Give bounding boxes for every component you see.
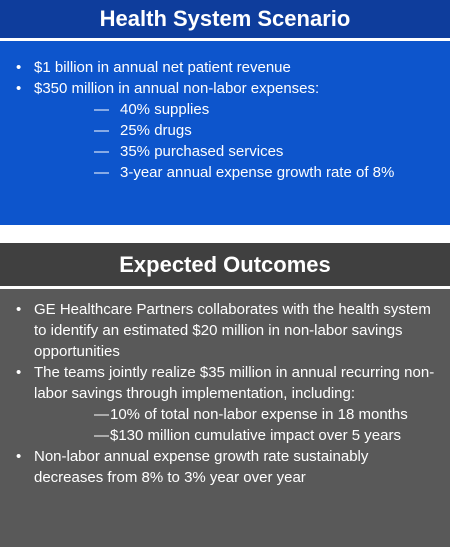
outcomes-header: Expected Outcomes [0, 243, 450, 286]
bullet-text: The teams jointly realize $35 million in… [34, 364, 435, 402]
outcomes-body: GE Healthcare Partners collaborates with… [0, 289, 450, 547]
bullet: $1 billion in annual net patient revenue [8, 57, 436, 78]
bullet-text: $350 million in annual non-labor expense… [34, 80, 320, 97]
sub-bullet: 35% purchased services [34, 141, 436, 162]
sub-bullet: 10% of total non-labor expense in 18 mon… [34, 404, 436, 425]
bullet: $350 million in annual non-labor expense… [8, 78, 436, 183]
sub-bullet: $130 million cumulative impact over 5 ye… [34, 425, 436, 446]
scenario-list: $1 billion in annual net patient revenue… [8, 57, 436, 183]
bullet: Non-labor annual expense growth rate sus… [8, 446, 436, 488]
bullet: GE Healthcare Partners collaborates with… [8, 299, 436, 362]
scenario-body: $1 billion in annual net patient revenue… [0, 41, 450, 225]
outcomes-title: Expected Outcomes [119, 251, 331, 277]
sub-bullet: 40% supplies [34, 99, 436, 120]
sub-bullet: 3-year annual expense growth rate of 8% [34, 162, 436, 183]
bullet: The teams jointly realize $35 million in… [8, 362, 436, 446]
sub-bullet: 25% drugs [34, 120, 436, 141]
scenario-title: Health System Scenario [99, 6, 351, 31]
sub-list: 10% of total non-labor expense in 18 mon… [34, 404, 436, 446]
sub-list: 40% supplies 25% drugs 35% purchased ser… [34, 99, 436, 183]
outcomes-list: GE Healthcare Partners collaborates with… [8, 299, 436, 488]
scenario-header: Health System Scenario [0, 0, 450, 38]
